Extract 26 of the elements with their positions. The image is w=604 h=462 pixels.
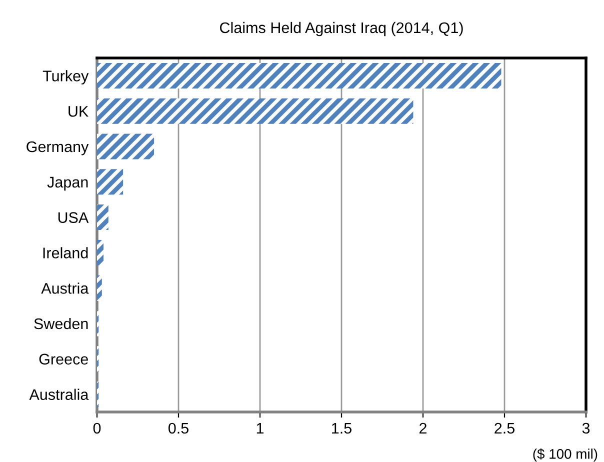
bar <box>97 204 108 230</box>
x-axis-title: ($ 100 mil) <box>533 448 598 462</box>
bar <box>97 62 502 88</box>
y-tick-label: Australia <box>29 388 89 400</box>
y-tick-label: UK <box>68 106 88 117</box>
bar <box>97 98 414 124</box>
y-tick-label: Germany <box>26 141 89 156</box>
y-tick-label: Sweden <box>34 318 88 330</box>
bar <box>97 169 124 195</box>
x-tick-label: 1.5 <box>332 422 352 434</box>
x-tick-label: 1 <box>256 422 264 434</box>
x-tick-label: 2.5 <box>494 422 514 434</box>
y-tick-label: Greece <box>39 354 88 365</box>
y-tick-label: Austria <box>41 282 89 294</box>
bar <box>97 275 102 301</box>
bar <box>97 240 104 266</box>
chart-title: Claims Held Against Iraq (2014, Q1) <box>220 22 463 36</box>
bar <box>97 134 154 160</box>
x-tick-label: 0.5 <box>168 422 188 434</box>
y-tick-label: Japan <box>47 176 88 191</box>
x-tick-label: 3 <box>582 422 590 434</box>
y-tick-label: Ireland <box>43 247 88 258</box>
y-tick-label: USA <box>58 212 89 223</box>
x-tick-label: 0 <box>93 422 101 434</box>
y-tick-label: Turkey <box>42 70 89 84</box>
x-tick-label: 2 <box>420 422 426 434</box>
